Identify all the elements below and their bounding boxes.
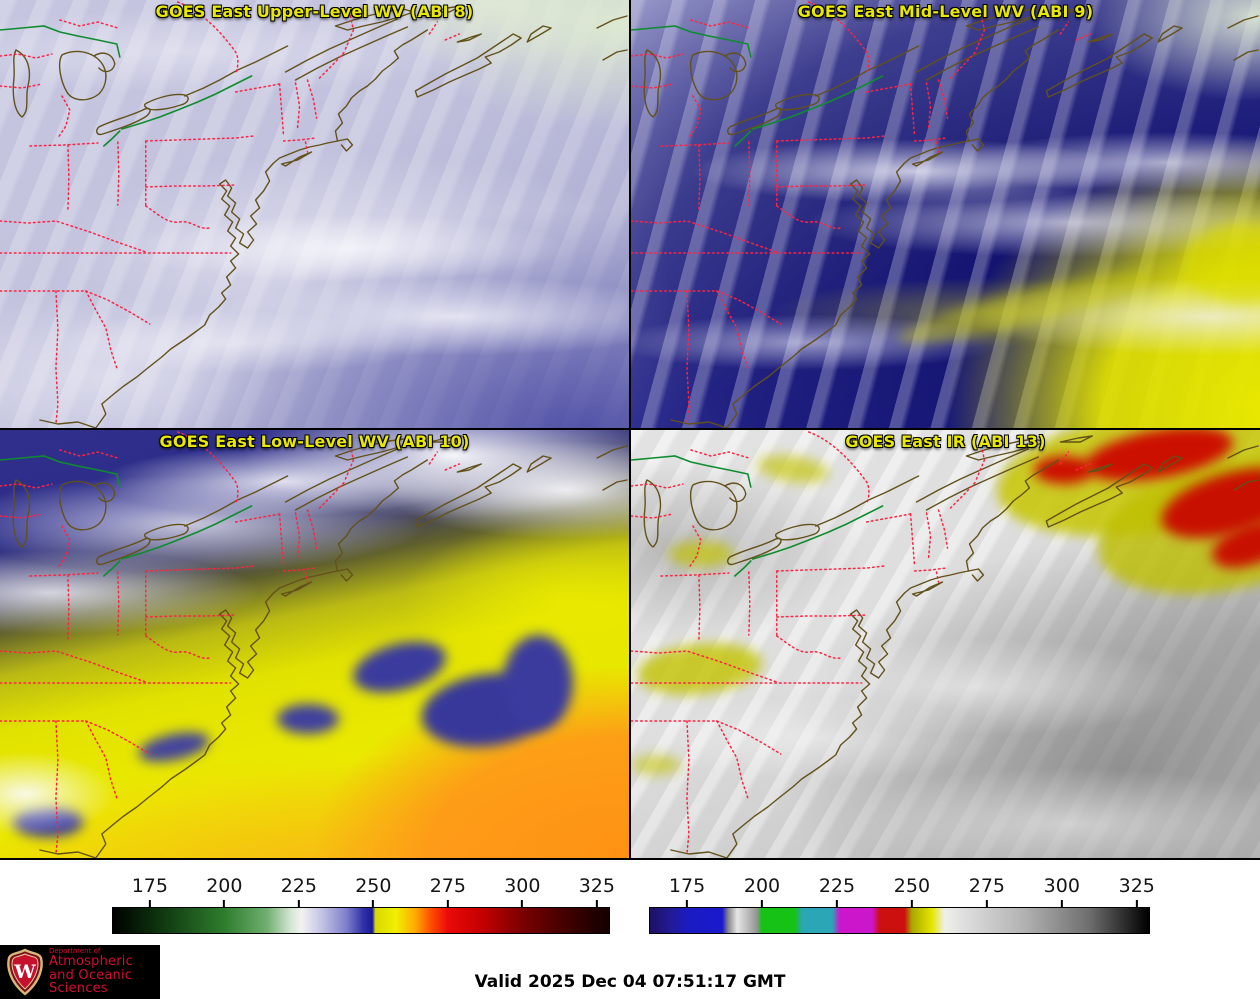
- map-boundaries-overlay: [0, 431, 628, 858]
- colorbar-tick: 225: [819, 874, 855, 907]
- panel-title: GOES East IR (ABI 13): [845, 432, 1046, 451]
- colorbar-tick: 325: [1119, 874, 1155, 907]
- panel-low-level-wv: GOES East Low-Level WV (ABI 10): [0, 430, 629, 858]
- satellite-panel-grid: GOES East Upper-Level WV (ABI 8) GOES Ea…: [0, 0, 1260, 860]
- logo-line-1: Atmospheric: [49, 954, 133, 970]
- colorbar-tick: 275: [969, 874, 1005, 907]
- panel-mid-level-wv: GOES East Mid-Level WV (ABI 9): [631, 0, 1260, 428]
- colorbar-tick: 325: [579, 874, 615, 907]
- panel-title: GOES East Mid-Level WV (ABI 9): [797, 2, 1094, 21]
- panel-title: GOES East Low-Level WV (ABI 10): [159, 432, 470, 451]
- colorbar-tick: 250: [355, 874, 391, 907]
- logo-text: Department of Atmospheric and Oceanic Sc…: [49, 946, 160, 997]
- uw-crest-icon: W: [7, 948, 43, 996]
- panel-title: GOES East Upper-Level WV (ABI 8): [155, 2, 474, 21]
- svg-text:W: W: [13, 961, 36, 983]
- colorbar-tick: 300: [1044, 874, 1080, 907]
- ir-colorbar: [649, 907, 1150, 934]
- colorbar-tick: 200: [206, 874, 242, 907]
- logo-dept-line: Department of: [49, 946, 101, 955]
- map-boundaries-overlay: [631, 431, 1259, 858]
- logo-line-2: and Oceanic Sciences: [49, 967, 133, 997]
- uw-aos-logo: W Department of Atmospheric and Oceanic …: [0, 945, 160, 999]
- legend-strip: 175 200 225 250 275 300 325 175 200 225 250 275 300…: [0, 860, 1260, 999]
- colorbar-tick: 175: [669, 874, 705, 907]
- wv-colorbar-ticks: 175 200 225 250 275 300 325: [112, 874, 615, 907]
- map-boundaries-overlay: [631, 1, 1259, 428]
- map-boundaries-overlay: [0, 1, 628, 428]
- ir-colorbar-group: 175 200 225 250 275 300 325: [649, 874, 1155, 934]
- colorbar-tick: 200: [744, 874, 780, 907]
- ir-colorbar-ticks: 175 200 225 250 275 300 325: [649, 874, 1155, 907]
- colorbar-tick: 175: [132, 874, 168, 907]
- colorbar-tick: 300: [504, 874, 540, 907]
- panel-upper-level-wv: GOES East Upper-Level WV (ABI 8): [0, 0, 629, 428]
- valid-timestamp: Valid 2025 Dec 04 07:51:17 GMT: [474, 972, 786, 992]
- panel-ir: GOES East IR (ABI 13): [631, 430, 1260, 858]
- colorbar-tick: 250: [894, 874, 930, 907]
- colorbar-tick: 225: [281, 874, 317, 907]
- colorbar-tick: 275: [430, 874, 466, 907]
- wv-colorbar: [112, 907, 610, 934]
- wv-colorbar-group: 175 200 225 250 275 300 325: [112, 874, 615, 934]
